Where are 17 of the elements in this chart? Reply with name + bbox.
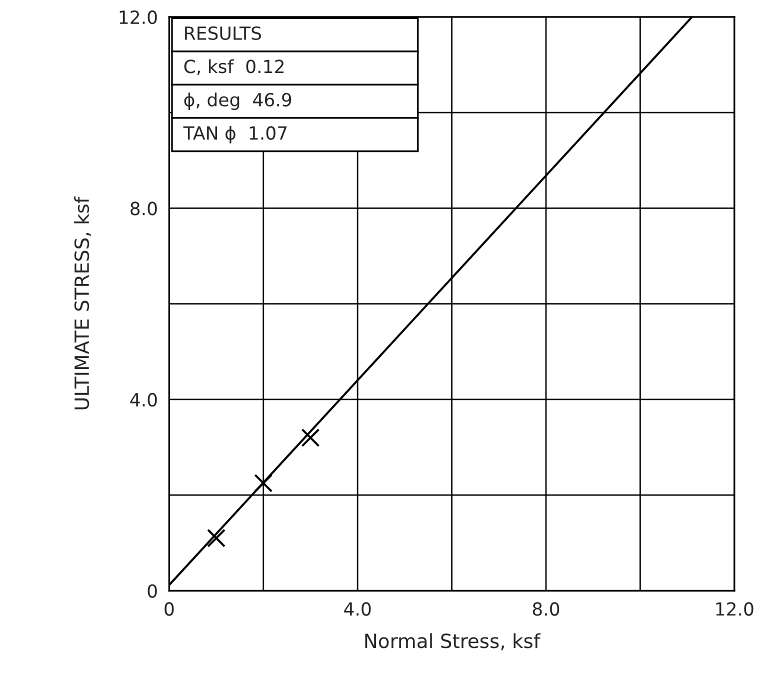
- x-tick-label: 0: [164, 602, 174, 616]
- y-tick-label: 0: [148, 584, 157, 598]
- x-axis-title: Normal Stress, ksf: [365, 633, 541, 650]
- annotation: TAN ϕ 1.07: [183, 126, 287, 144]
- annotation: RESULTS: [185, 26, 261, 40]
- x-tick-label: 8.0: [532, 602, 560, 616]
- point: [207, 528, 226, 548]
- annotation: ϕ, deg 46.9: [184, 92, 292, 110]
- y-tick-label: 4.0: [130, 392, 157, 407]
- y-tick-label: 8.0: [130, 202, 157, 216]
- y-axis-title: ULTIMATE STRESS, ksf: [74, 196, 92, 410]
- x-tick-label: 4.0: [344, 602, 371, 616]
- y-tick-label: 12.0: [120, 10, 157, 24]
- x-tick-label: 12.0: [716, 602, 754, 616]
- point: [254, 474, 273, 492]
- annotation: C, ksf 0.12: [184, 59, 284, 76]
- point: [301, 428, 320, 447]
